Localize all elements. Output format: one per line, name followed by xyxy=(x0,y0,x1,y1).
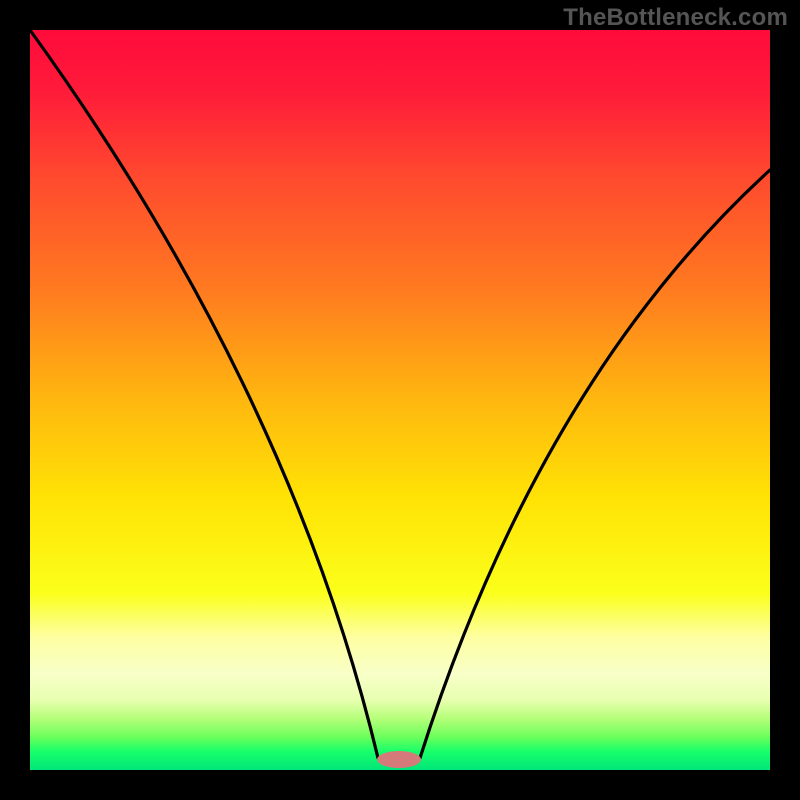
plot-area xyxy=(30,30,770,770)
watermark-label: TheBottleneck.com xyxy=(563,4,788,32)
chart-container: TheBottleneck.com xyxy=(0,0,800,800)
bottleneck-chart xyxy=(0,0,800,800)
optimum-marker xyxy=(377,751,421,768)
